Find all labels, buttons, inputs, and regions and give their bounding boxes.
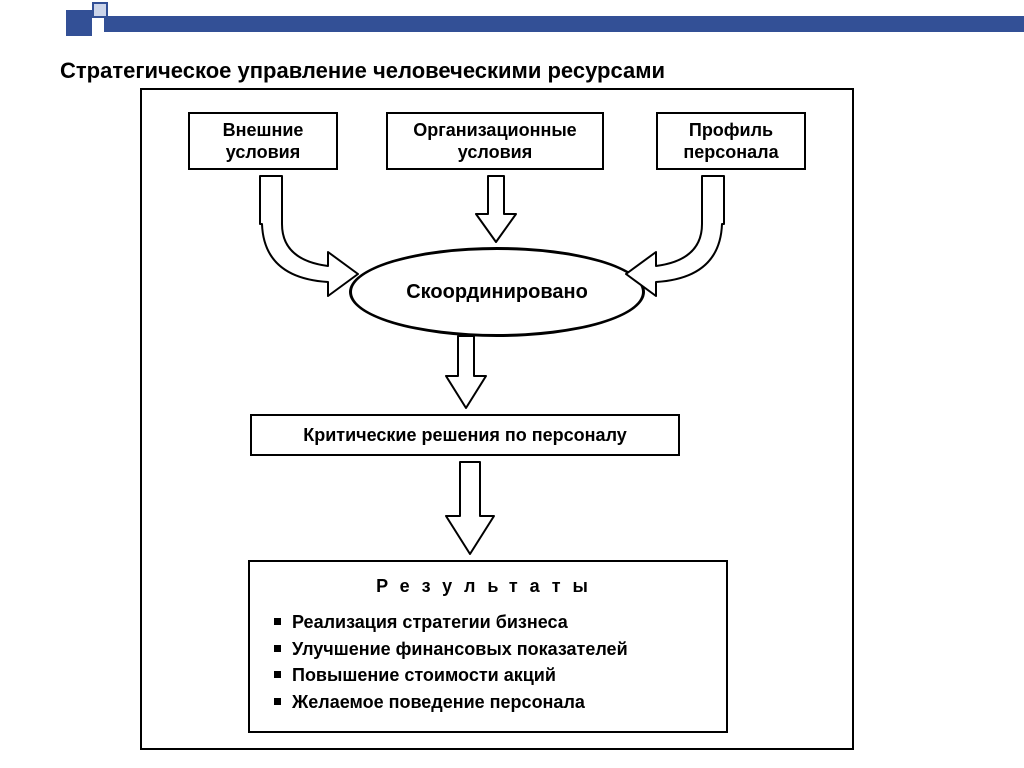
slide-header-decor <box>0 0 1024 40</box>
arrow-profile-to-coord <box>622 174 742 304</box>
page-title: Стратегическое управление человеческими … <box>60 58 665 84</box>
header-stripe <box>104 16 1024 32</box>
arrow-external-to-coord <box>242 174 362 304</box>
node-coordinated: Скоординировано <box>349 247 645 337</box>
arrow-critical-to-results <box>442 460 498 558</box>
results-list: Реализация стратегии бизнеса Улучшение фи… <box>272 611 704 713</box>
header-square-big <box>64 8 94 38</box>
results-item: Повышение стоимости акций <box>272 664 704 687</box>
results-item: Реализация стратегии бизнеса <box>272 611 704 634</box>
node-personnel-profile: Профильперсонала <box>656 112 806 170</box>
node-coordinated-label: Скоординировано <box>406 281 588 304</box>
diagram-frame: Внешниеусловия Организационныеусловия Пр… <box>140 88 854 750</box>
results-item: Желаемое поведение персонала <box>272 691 704 714</box>
results-item: Улучшение финансовых показателей <box>272 638 704 661</box>
arrow-org-to-coord <box>472 174 520 246</box>
node-organizational-conditions: Организационныеусловия <box>386 112 604 170</box>
node-results: Результаты Реализация стратегии бизнеса У… <box>248 560 728 733</box>
results-title: Результаты <box>272 576 704 597</box>
node-external-conditions: Внешниеусловия <box>188 112 338 170</box>
node-critical-decisions: Критические решения по персоналу <box>250 414 680 456</box>
arrow-coord-to-critical <box>442 334 490 412</box>
